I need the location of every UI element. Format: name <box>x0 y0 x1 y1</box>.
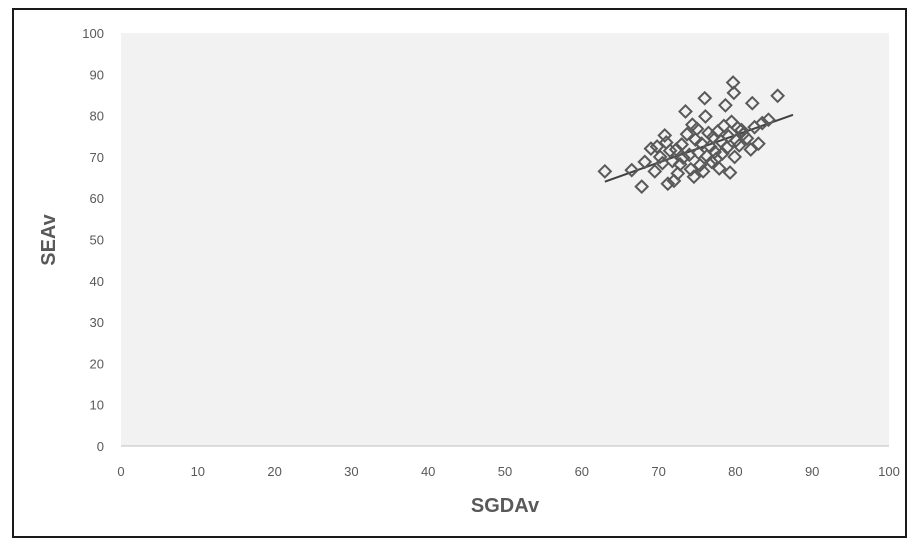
data-point <box>704 154 720 170</box>
data-points <box>597 75 786 195</box>
data-point <box>657 128 673 143</box>
x-tick-label: 30 <box>344 464 358 479</box>
data-point <box>692 157 708 173</box>
data-point <box>743 142 759 157</box>
x-tick-label: 90 <box>805 464 819 479</box>
y-tick-label: 40 <box>90 274 104 289</box>
data-point <box>731 137 747 153</box>
y-tick-label: 20 <box>90 356 104 371</box>
x-tick-label: 50 <box>498 464 512 479</box>
data-point <box>689 121 705 137</box>
data-point <box>698 109 713 124</box>
data-point <box>761 112 776 128</box>
data-point <box>670 166 686 181</box>
data-point <box>705 129 721 145</box>
data-point <box>754 115 770 131</box>
data-point <box>668 142 684 157</box>
data-point <box>634 179 650 195</box>
data-point <box>665 153 680 169</box>
data-point <box>686 169 702 185</box>
data-point <box>751 136 766 152</box>
y-tick-label: 30 <box>90 315 104 330</box>
data-point <box>660 176 676 192</box>
x-tick-label: 20 <box>267 464 281 479</box>
data-point <box>739 130 755 146</box>
data-point <box>675 150 691 166</box>
data-point <box>711 161 727 176</box>
data-point <box>597 163 613 179</box>
data-point <box>647 163 663 179</box>
y-tick-label: 90 <box>90 67 104 82</box>
data-point <box>674 137 690 152</box>
x-tick-label: 0 <box>117 464 124 479</box>
data-point <box>652 149 668 165</box>
y-tick-label: 60 <box>90 191 104 206</box>
x-axis-title: SGDAv <box>471 495 540 517</box>
data-point <box>721 128 736 144</box>
x-tick-label: 80 <box>728 464 742 479</box>
data-point <box>697 90 713 106</box>
data-point <box>722 165 738 181</box>
y-tick-label: 50 <box>90 233 104 248</box>
data-point <box>744 95 760 111</box>
y-tick-label: 10 <box>90 398 104 413</box>
y-tick-label: 80 <box>90 109 104 124</box>
y-axis-title: SEAv <box>38 213 60 265</box>
plot-area-background <box>121 33 889 446</box>
data-point <box>637 154 653 170</box>
x-axis-ticks: 0 10 20 30 40 50 60 70 80 90 100 <box>117 464 899 479</box>
data-point <box>624 162 640 178</box>
y-tick-label: 0 <box>97 439 104 454</box>
x-tick-label: 100 <box>878 464 900 479</box>
y-axis-ticks: 0 10 20 30 40 50 60 70 80 90 100 <box>82 26 104 454</box>
y-tick-label: 100 <box>82 26 104 41</box>
data-point <box>678 104 693 119</box>
data-point <box>727 149 743 165</box>
data-point <box>695 163 711 179</box>
data-point <box>714 146 730 162</box>
x-tick-label: 60 <box>575 464 589 479</box>
y-tick-label: 70 <box>90 150 104 165</box>
data-point <box>688 132 703 147</box>
data-point <box>679 126 695 142</box>
data-point <box>770 88 786 104</box>
data-point <box>643 141 659 157</box>
data-point <box>694 136 710 152</box>
x-tick-label: 10 <box>191 464 205 479</box>
data-point <box>691 145 706 161</box>
x-tick-label: 70 <box>651 464 665 479</box>
data-point <box>719 140 735 156</box>
data-point <box>734 122 749 138</box>
data-point <box>718 97 733 113</box>
data-point <box>726 85 742 101</box>
x-tick-label: 40 <box>421 464 435 479</box>
